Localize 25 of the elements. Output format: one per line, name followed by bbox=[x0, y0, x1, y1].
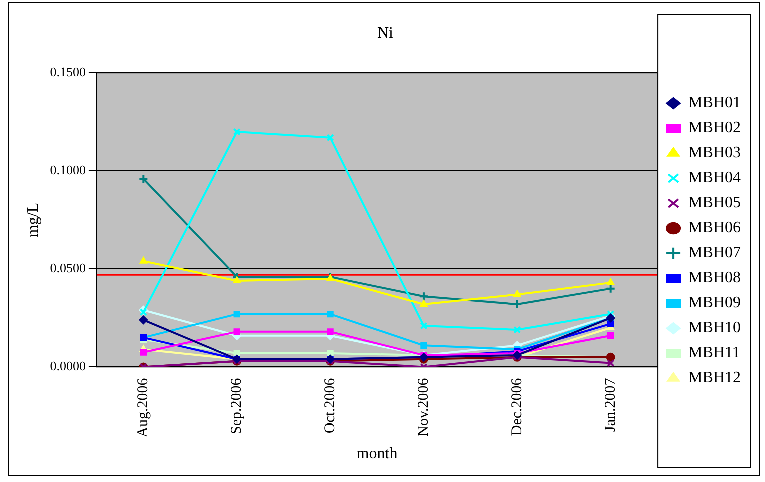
y-tick-label: 0.0000 bbox=[50, 358, 86, 374]
legend-label: MBH09 bbox=[688, 294, 741, 312]
x-axis-title: month bbox=[356, 446, 398, 463]
x-tick-label: Aug.2006 bbox=[136, 378, 152, 438]
y-axis-title: mg/L bbox=[24, 202, 42, 238]
y-tick-label: 0.1500 bbox=[50, 64, 86, 80]
y-tick-label: 0.1000 bbox=[50, 162, 86, 178]
legend-label: MBH02 bbox=[688, 120, 741, 137]
y-tick-label: 0.0500 bbox=[50, 260, 86, 276]
x-tick-label: Nov.2006 bbox=[416, 378, 432, 437]
legend-label: MBH04 bbox=[688, 170, 741, 187]
legend-label: MBH05 bbox=[688, 194, 741, 212]
legend-label: MBH07 bbox=[688, 244, 741, 262]
x-tick-label: Jan.2007 bbox=[602, 378, 619, 432]
legend-label: MBH11 bbox=[688, 344, 740, 362]
legend-label: MBH03 bbox=[688, 144, 741, 162]
legend-label: MBH12 bbox=[688, 370, 741, 387]
x-tick-label: Oct.2006 bbox=[322, 378, 338, 434]
x-tick-label: Sep.2006 bbox=[229, 378, 246, 434]
legend-label: MBH08 bbox=[688, 270, 741, 287]
legend-label: MBH06 bbox=[688, 220, 741, 237]
legend-label: MBH01 bbox=[688, 94, 741, 112]
chart-title: Ni bbox=[378, 24, 394, 42]
x-tick-label: Dec.2006 bbox=[509, 378, 526, 436]
legend-label: MBH10 bbox=[688, 320, 741, 337]
